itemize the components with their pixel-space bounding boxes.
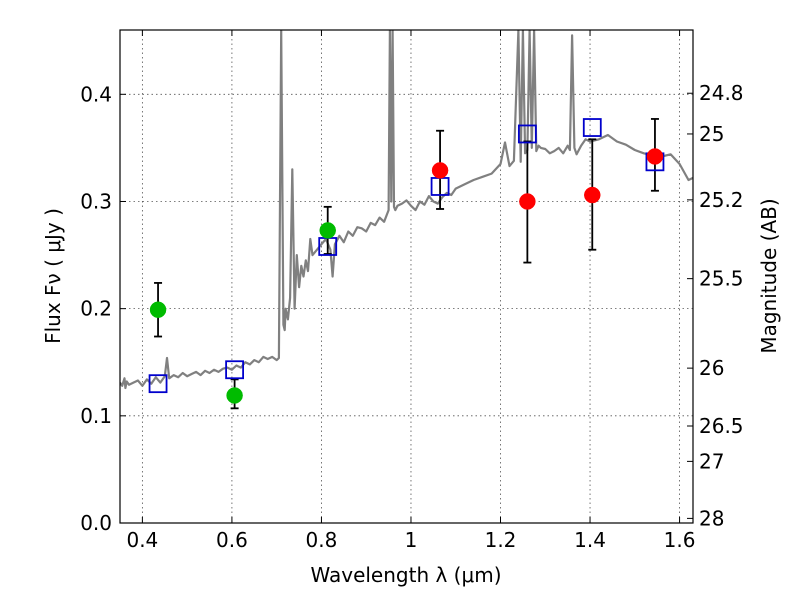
model-spectrum-line xyxy=(120,30,693,390)
red-data-point xyxy=(519,193,536,210)
red-data-point xyxy=(584,186,601,204)
right-tick-label: 25 xyxy=(699,122,724,146)
x-tick-label: 1.4 xyxy=(574,528,606,552)
model-photometry-square xyxy=(582,118,602,137)
green-data-point xyxy=(319,222,336,239)
x-tick-label: 0.4 xyxy=(126,528,158,552)
x-tick-label: 1.2 xyxy=(485,528,517,552)
model-photometry-square xyxy=(225,360,245,380)
y-axis-label: Flux Fν ( μJy ) xyxy=(41,208,65,344)
x-tick-label: 1.6 xyxy=(664,528,696,552)
right-tick-label: 26.5 xyxy=(699,414,744,438)
y-tick-label: 0.1 xyxy=(80,404,112,428)
grid xyxy=(120,30,693,524)
y-tick-label: 0.0 xyxy=(80,511,112,535)
right-tick-label: 24.8 xyxy=(699,81,744,105)
y-tick-label: 0.2 xyxy=(80,297,112,321)
green-data-point xyxy=(226,387,243,404)
right-tick-label: 26 xyxy=(699,356,724,380)
y-tick-label: 0.4 xyxy=(80,82,112,106)
right-axis-label: Magnitude (AB) xyxy=(757,198,781,353)
plot-series xyxy=(120,30,693,410)
y-tick-label: 0.3 xyxy=(80,189,112,213)
axes: 0.4 0.6 0.8 1 1.2 1.4 1.6 0.0 0.1 0.2 0.3 0.4 28 27 26… xyxy=(80,30,744,552)
right-tick-label: 25.5 xyxy=(699,267,744,291)
right-tick-label: 28 xyxy=(699,506,724,530)
red-data-point xyxy=(646,148,664,165)
model-photometry-square xyxy=(148,374,168,394)
x-axis-label: Wavelength λ (μm) xyxy=(310,563,501,587)
right-tick-label: 25.2 xyxy=(699,188,744,212)
x-tick-label: 1 xyxy=(405,528,418,552)
right-tick-label: 27 xyxy=(699,449,724,473)
model-photometry-square xyxy=(517,124,537,144)
x-tick-label: 0.8 xyxy=(306,528,338,552)
green-data-point xyxy=(149,301,167,318)
plot-frame xyxy=(119,29,694,524)
red-data-point xyxy=(431,162,449,179)
x-tick-label: 0.6 xyxy=(216,528,248,552)
